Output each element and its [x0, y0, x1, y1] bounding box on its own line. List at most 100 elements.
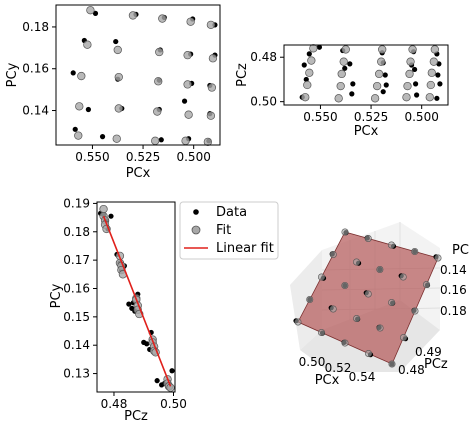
p2-fit-point [336, 81, 345, 91]
p4-fit-point [388, 298, 396, 306]
p2-data-point [413, 81, 419, 87]
p4-xtick-2: 0.54 [349, 370, 376, 384]
p4-ztick-1: 0.16 [440, 283, 467, 297]
p4-ytick-1: 0.49 [415, 345, 442, 359]
p2-data-point [350, 81, 356, 87]
p2-data-point [414, 92, 420, 98]
p2-fit-point [307, 56, 316, 65]
p2-ylabel: PCz [235, 63, 250, 87]
p1-fit-point [151, 136, 160, 145]
p2-data-point [349, 91, 355, 97]
p3-data-point [144, 341, 150, 347]
p3-ytick-label: 0.19 [63, 196, 90, 210]
p2-fit-point [406, 57, 415, 66]
p4-fit-point [387, 241, 395, 249]
p4-fit-point [353, 258, 361, 266]
legend-label-data: Data [216, 205, 247, 220]
p4-ztick-2: 0.18 [440, 304, 467, 318]
legend-label-fit: Fit [216, 223, 231, 238]
p4-fit-point [317, 328, 325, 336]
p1-fit-point [183, 50, 192, 60]
p1-fit-point [184, 110, 193, 119]
p1-yticks: 0.14 0.16 0.18 [22, 20, 56, 118]
p3-points [97, 204, 175, 392]
p1-xtick-label: 0.500 [176, 150, 210, 164]
p4-fit-point [364, 290, 372, 298]
p4-fit-point [329, 305, 337, 313]
p2-data-point [342, 65, 348, 71]
p2-data-point [434, 95, 440, 101]
p1-data-point [113, 38, 119, 45]
p1-fit-point [154, 77, 163, 86]
p2-data-point [306, 51, 312, 57]
p3-ytick-label: 0.13 [63, 367, 90, 381]
p1-data-point [92, 10, 99, 16]
p3-xtick-label: 0.50 [160, 397, 187, 411]
p4-ylabel: PCz [424, 357, 448, 372]
p4-fit-point [294, 318, 302, 326]
p1-fit-point [153, 107, 162, 116]
p4-fit-point [434, 254, 442, 262]
p2-data-point [382, 72, 388, 78]
p3-ytick-label: 0.16 [63, 281, 90, 295]
p2-fit-point [372, 81, 382, 91]
p2-xtick-label: 0.550 [303, 110, 337, 124]
legend-marker-data [193, 209, 199, 215]
p3-ytick-label: 0.15 [63, 310, 90, 324]
p2-fit-point [427, 68, 436, 77]
p2-fit-point [305, 68, 314, 77]
p1-ytick-label: 0.18 [22, 20, 49, 34]
legend-box [179, 201, 279, 260]
panel-3d: 0.50 0.52 0.54 PCx 0.49 0.48 PCz 0.14 0.… [290, 222, 469, 388]
p4-xlabel: PCx [315, 373, 340, 388]
p2-fit-point [405, 69, 414, 79]
p4-fit-point [411, 307, 419, 315]
p3-fit-point [99, 204, 108, 214]
p2-fit-point [403, 81, 412, 91]
p2-xlabel: PCx [354, 124, 379, 139]
p2-fit-point [402, 93, 411, 102]
p2-fit-point [337, 69, 346, 79]
legend-marker-fit [191, 225, 201, 235]
p1-fit-point [128, 11, 138, 20]
p4-fit-point [364, 349, 372, 357]
p2-fit-point [429, 57, 438, 66]
p3-data-point [108, 213, 114, 219]
p1-fit-point [207, 83, 217, 92]
p1-fit-point [77, 71, 86, 81]
p1-data-point [158, 137, 164, 143]
p4-ytick-0: 0.48 [398, 363, 425, 377]
p2-points [299, 44, 443, 103]
p2-xtick-label: 0.525 [354, 110, 388, 124]
p1-xticks: 0.550 0.525 0.500 [75, 145, 211, 164]
p3-ytick-label: 0.18 [63, 225, 90, 239]
p4-xtick-1: 0.52 [325, 361, 352, 375]
p1-data-point [181, 98, 188, 104]
p3-xlabel: PCz [124, 409, 148, 424]
p1-fit-point [206, 20, 216, 30]
p1-fit-point [208, 54, 218, 63]
p2-xticks: 0.550 0.525 0.500 [303, 105, 439, 124]
p1-fit-point [75, 102, 84, 111]
p2-ytick-label: 0.50 [250, 95, 277, 109]
p4-fit-point [376, 265, 384, 273]
p4-fit-point [399, 333, 407, 341]
p4-fit-point [306, 295, 314, 303]
legend: Data Fit Linear fit [179, 201, 279, 260]
p2-fit-point [426, 80, 435, 90]
panel-pcx-pcz: 0.550 0.525 0.500 0.48 0.50 PCx PCz [235, 44, 449, 139]
p3-ytick-label: 0.14 [63, 338, 90, 352]
p1-data-point [72, 126, 78, 132]
p2-data-point [347, 61, 353, 67]
p4-fit-point [353, 314, 361, 322]
p1-fit-point [155, 47, 164, 57]
p1-fit-point [83, 40, 92, 49]
panel-pcx-pcy: 0.550 0.525 0.500 0.14 0.16 0.18 PCx PCy [5, 4, 221, 181]
p4-zlabel: PC [452, 243, 469, 258]
p1-fit-point [74, 131, 83, 140]
p4-fit-point [341, 281, 349, 289]
p1-ylabel: PCy [5, 62, 20, 87]
p2-fit-point [408, 45, 417, 54]
p4-fit-point [388, 360, 396, 368]
